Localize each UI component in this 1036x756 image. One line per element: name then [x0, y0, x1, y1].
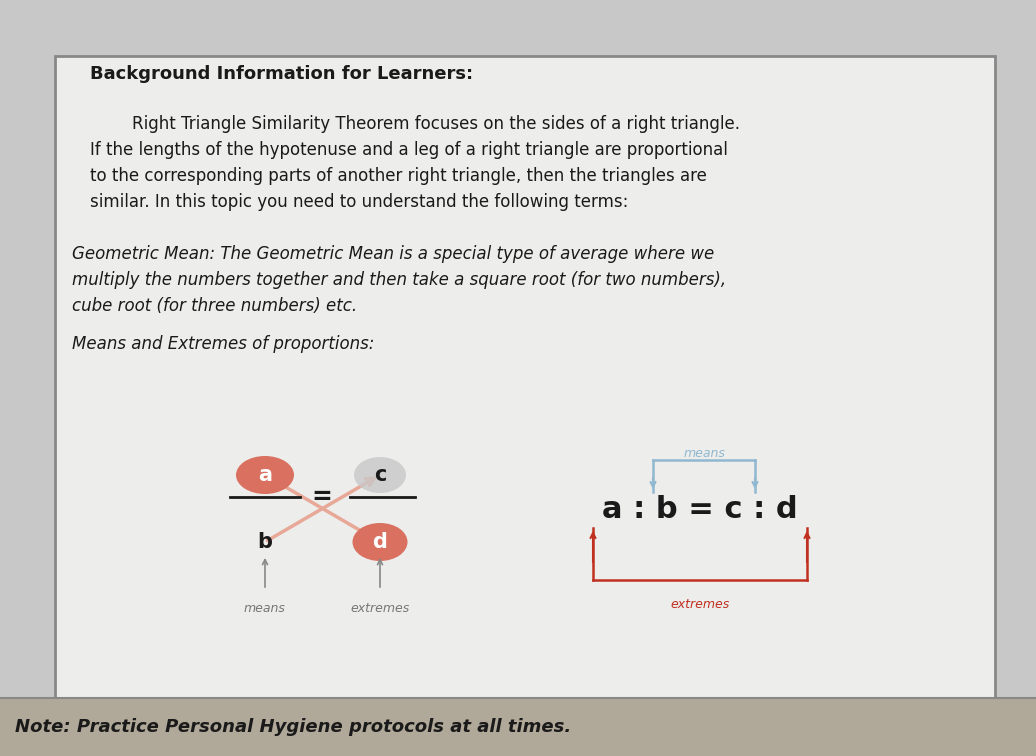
FancyBboxPatch shape	[55, 56, 995, 726]
Text: d: d	[373, 532, 387, 552]
Text: extremes: extremes	[670, 598, 729, 611]
Text: extremes: extremes	[350, 602, 409, 615]
Text: Note: Practice Personal Hygiene protocols at all times.: Note: Practice Personal Hygiene protocol…	[15, 718, 571, 736]
Text: Means and Extremes of proportions:: Means and Extremes of proportions:	[71, 335, 374, 353]
Text: to the corresponding parts of another right triangle, then the triangles are: to the corresponding parts of another ri…	[90, 167, 707, 185]
Text: c: c	[374, 465, 386, 485]
Ellipse shape	[354, 457, 406, 493]
Text: Right Triangle Similarity Theorem focuses on the sides of a right triangle.: Right Triangle Similarity Theorem focuse…	[90, 115, 740, 133]
Text: Geometric Mean: The Geometric Mean is a special type of average where we: Geometric Mean: The Geometric Mean is a …	[71, 245, 714, 263]
FancyBboxPatch shape	[0, 698, 1036, 756]
Text: multiply the numbers together and then take a square root (for two numbers),: multiply the numbers together and then t…	[71, 271, 726, 289]
Text: cube root (for three numbers) etc.: cube root (for three numbers) etc.	[71, 297, 357, 315]
Text: means: means	[244, 602, 286, 615]
Ellipse shape	[352, 523, 407, 561]
Ellipse shape	[236, 456, 294, 494]
Text: Background Information for Learners:: Background Information for Learners:	[90, 65, 473, 83]
Text: means: means	[683, 447, 725, 460]
Text: b: b	[258, 532, 272, 552]
Text: a : b = c : d: a : b = c : d	[602, 495, 798, 525]
Text: a: a	[258, 465, 272, 485]
Text: =: =	[312, 485, 333, 509]
Text: similar. In this topic you need to understand the following terms:: similar. In this topic you need to under…	[90, 193, 629, 211]
Text: If the lengths of the hypotenuse and a leg of a right triangle are proportional: If the lengths of the hypotenuse and a l…	[90, 141, 728, 159]
